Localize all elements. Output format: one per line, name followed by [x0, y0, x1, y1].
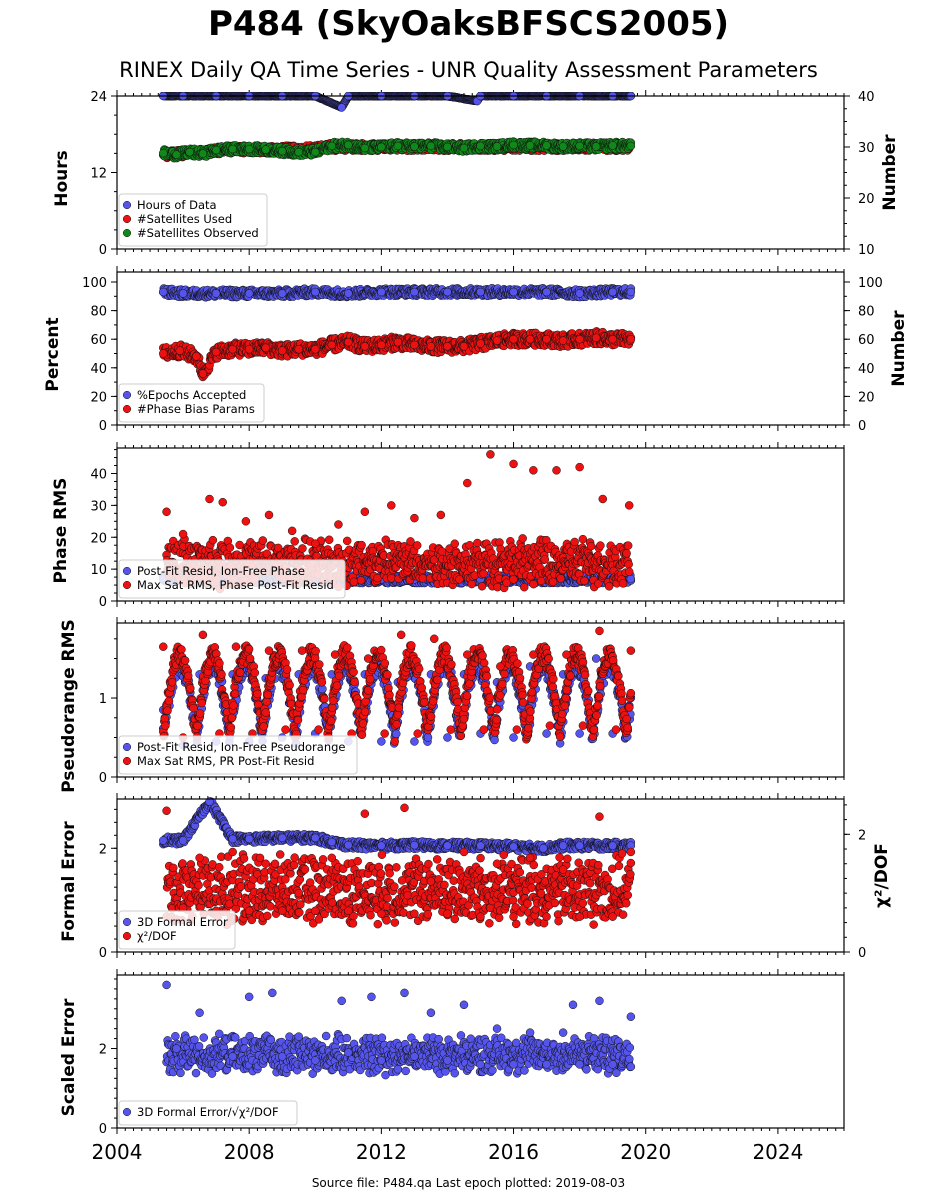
- series-point: [327, 141, 337, 151]
- legend: Hours of Data#Satellites Used#Satellites…: [118, 193, 268, 247]
- series-point: [509, 287, 518, 297]
- series-point: [476, 141, 485, 151]
- series-point: [159, 148, 168, 158]
- series-point: [277, 146, 287, 156]
- y-axis-label: Hours: [52, 150, 72, 207]
- y2-tick-label: 30: [858, 141, 875, 156]
- panel-percent: 020406080100020406080100NumberPercent%Ep…: [43, 266, 909, 434]
- y-tick-label: 100: [82, 276, 107, 291]
- series-point: [492, 142, 502, 151]
- series-point: [509, 140, 518, 150]
- series-point: [626, 141, 636, 151]
- y2-axis-label: Number: [880, 134, 900, 211]
- series-point: [558, 142, 568, 151]
- series-point: [575, 289, 584, 298]
- series-point: [294, 147, 303, 157]
- y2-tick-label: 40: [858, 90, 875, 105]
- series-point: [244, 144, 254, 154]
- series-point: [377, 287, 386, 297]
- data-layer: [159, 283, 636, 382]
- series-point: [410, 287, 419, 297]
- y-tick-label: 24: [90, 90, 107, 105]
- series-point: [178, 289, 188, 298]
- series-point: [608, 141, 617, 150]
- y-tick-label: 40: [90, 362, 107, 377]
- series-point: [185, 147, 194, 157]
- series-point: [337, 103, 346, 112]
- y2-tick-label: 40: [858, 362, 875, 377]
- series-point: [377, 142, 386, 152]
- y2-tick-label: 0: [858, 419, 866, 434]
- series-point: [393, 141, 403, 151]
- series-point: [360, 143, 370, 153]
- series-point: [542, 287, 551, 297]
- y2-tick-label: 20: [858, 390, 875, 405]
- y-tick-label: 0: [99, 419, 107, 434]
- series-point: [443, 287, 452, 297]
- plot-frame: [116, 95, 845, 250]
- y-tick-label: 80: [90, 305, 107, 320]
- series-point: [459, 143, 469, 153]
- y2-tick-label: 60: [858, 333, 875, 348]
- series-point: [261, 145, 270, 154]
- series-point: [344, 289, 353, 298]
- series-point: [198, 149, 208, 158]
- series-point: [626, 287, 636, 297]
- y2-axis-label: Number: [889, 310, 909, 387]
- series-point: [443, 142, 452, 152]
- series-point: [344, 140, 353, 150]
- series-point: [311, 147, 320, 157]
- legend-box: [118, 193, 268, 247]
- series-point: [608, 287, 617, 297]
- y-axis-label: Percent: [43, 317, 63, 391]
- series-point: [277, 289, 287, 298]
- y2-tick-label: 10: [858, 243, 875, 258]
- y-tick-label: 20: [90, 390, 107, 405]
- series-point: [159, 287, 168, 297]
- y2-tick-label: 100: [858, 276, 883, 291]
- series-point: [172, 150, 181, 159]
- legend-marker: [122, 214, 132, 224]
- series-point: [591, 142, 601, 151]
- legend-marker: [122, 228, 132, 238]
- legend-label: #Satellites Used: [137, 212, 232, 226]
- legend-marker: [122, 200, 132, 210]
- series-point: [244, 289, 254, 298]
- figure-title: P484 (SkyOaksBFSCS2005): [207, 4, 730, 44]
- legend-label: Hours of Data: [137, 198, 217, 212]
- series-point: [211, 145, 221, 155]
- series-point: [410, 142, 419, 151]
- series-point: [311, 287, 320, 297]
- y-tick-label: 12: [90, 167, 107, 182]
- y2-tick-label: 20: [858, 192, 875, 207]
- legend-label: #Satellites Observed: [137, 226, 259, 240]
- series-point: [525, 141, 535, 150]
- y2-tick-label: 80: [858, 305, 875, 320]
- y-tick-label: 60: [90, 333, 107, 348]
- series-point: [426, 141, 436, 151]
- series-point: [476, 287, 485, 297]
- y-tick-label: 0: [99, 243, 107, 258]
- series-point: [211, 289, 221, 298]
- series-point: [228, 144, 237, 154]
- series-point: [575, 141, 584, 151]
- series-point: [542, 141, 551, 150]
- figure-subtitle: RINEX Daily QA Time Series - UNR Quality…: [119, 58, 818, 82]
- data-layer: [159, 92, 636, 163]
